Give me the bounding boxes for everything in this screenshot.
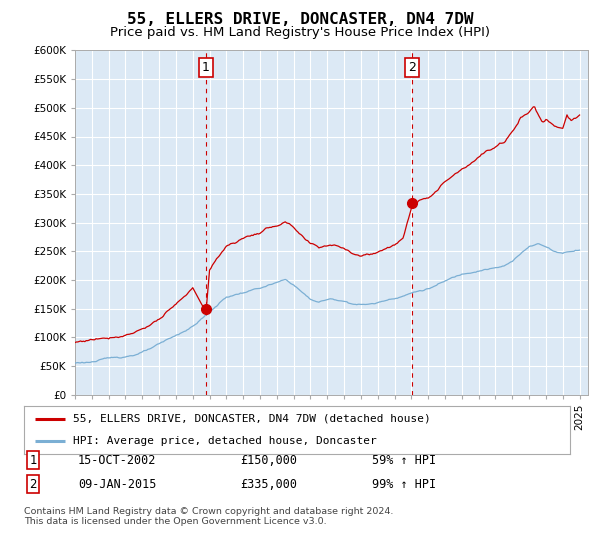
Text: HPI: Average price, detached house, Doncaster: HPI: Average price, detached house, Donc… — [73, 436, 377, 446]
Text: £150,000: £150,000 — [240, 454, 297, 467]
Text: 55, ELLERS DRIVE, DONCASTER, DN4 7DW (detached house): 55, ELLERS DRIVE, DONCASTER, DN4 7DW (de… — [73, 414, 431, 424]
Text: 55, ELLERS DRIVE, DONCASTER, DN4 7DW: 55, ELLERS DRIVE, DONCASTER, DN4 7DW — [127, 12, 473, 27]
Text: 59% ↑ HPI: 59% ↑ HPI — [372, 454, 436, 467]
Text: 99% ↑ HPI: 99% ↑ HPI — [372, 478, 436, 491]
Text: 09-JAN-2015: 09-JAN-2015 — [78, 478, 157, 491]
Text: Contains HM Land Registry data © Crown copyright and database right 2024.
This d: Contains HM Land Registry data © Crown c… — [24, 507, 394, 526]
Text: Price paid vs. HM Land Registry's House Price Index (HPI): Price paid vs. HM Land Registry's House … — [110, 26, 490, 39]
Text: 15-OCT-2002: 15-OCT-2002 — [78, 454, 157, 467]
Text: 1: 1 — [202, 61, 210, 74]
Text: 1: 1 — [29, 454, 37, 467]
Text: £335,000: £335,000 — [240, 478, 297, 491]
Text: 2: 2 — [29, 478, 37, 491]
Text: 2: 2 — [408, 61, 416, 74]
